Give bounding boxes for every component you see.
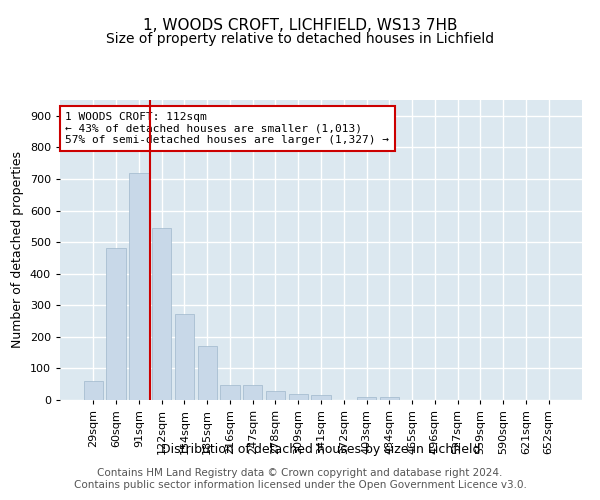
Bar — [380, 398, 399, 400]
Bar — [197, 346, 217, 400]
Bar — [289, 394, 308, 400]
Text: Size of property relative to detached houses in Lichfield: Size of property relative to detached ho… — [106, 32, 494, 46]
Bar — [220, 385, 239, 400]
Bar — [311, 396, 331, 400]
Y-axis label: Number of detached properties: Number of detached properties — [11, 152, 24, 348]
Text: Contains HM Land Registry data © Crown copyright and database right 2024.
Contai: Contains HM Land Registry data © Crown c… — [74, 468, 526, 490]
Bar — [243, 385, 262, 400]
Text: 1, WOODS CROFT, LICHFIELD, WS13 7HB: 1, WOODS CROFT, LICHFIELD, WS13 7HB — [143, 18, 457, 32]
Bar — [129, 174, 149, 400]
Bar — [106, 248, 126, 400]
Bar — [175, 314, 194, 400]
Bar — [357, 398, 376, 400]
Bar — [84, 381, 103, 400]
Text: 1 WOODS CROFT: 112sqm
← 43% of detached houses are smaller (1,013)
57% of semi-d: 1 WOODS CROFT: 112sqm ← 43% of detached … — [65, 112, 389, 145]
Bar — [152, 228, 172, 400]
Text: Distribution of detached houses by size in Lichfield: Distribution of detached houses by size … — [161, 442, 481, 456]
Bar — [266, 390, 285, 400]
